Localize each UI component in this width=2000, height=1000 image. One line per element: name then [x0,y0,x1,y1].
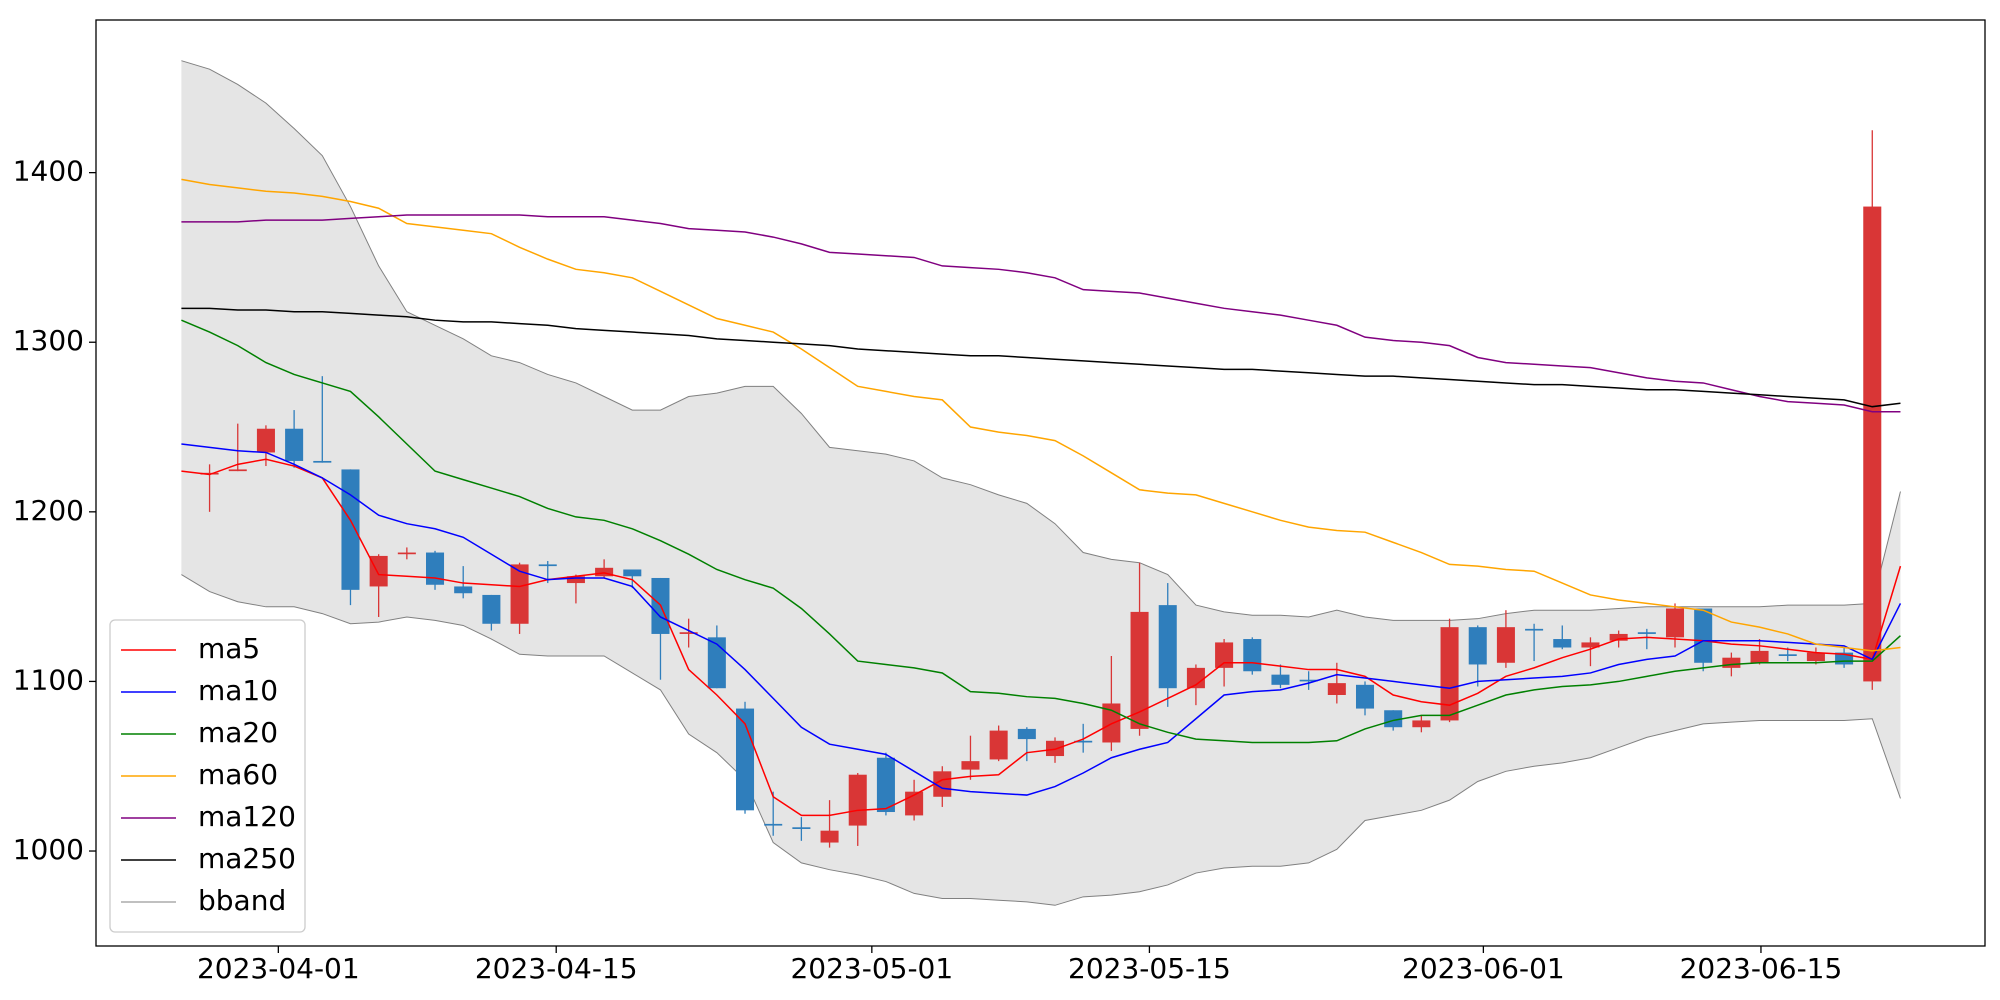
candle-body [792,827,811,829]
candle-body [1412,720,1431,728]
candle-body [820,830,839,843]
candle-body [1327,683,1346,695]
candle-body [369,555,388,587]
candle-body [876,757,895,813]
candle-body [1384,710,1403,728]
candle-body [989,730,1008,760]
ma-line [181,319,1901,744]
candle-body [1074,740,1093,743]
y-tick-label: 1400 [13,155,84,188]
legend-label: ma20 [198,716,278,749]
ma-line [181,214,1901,413]
candle-body [1130,611,1149,729]
ma-line [181,307,1901,408]
candle-body [1271,674,1290,685]
candle-body [1158,605,1177,689]
candle-body [1186,667,1205,689]
candle-body [1750,650,1769,663]
candle-body [341,469,360,590]
x-tick-label: 2023-06-01 [1402,952,1565,985]
candle-body [1694,608,1713,663]
candle-body [961,761,980,770]
candle-body [1045,740,1065,757]
candle-body [228,469,247,472]
candle-body [623,569,642,577]
x-tick-label: 2023-06-15 [1680,952,1843,985]
candle-body [1525,628,1544,631]
ma-line [181,443,1902,796]
x-tick-label: 2023-05-15 [1068,952,1231,985]
axes-frame [95,19,1986,947]
candle-body [679,632,698,634]
candle-body [764,823,783,826]
candle-body [1609,633,1628,641]
legend-box [109,619,306,933]
candle-body [707,637,726,689]
candle-body [200,472,219,475]
candle-body [397,552,416,555]
candle-body [1553,639,1572,648]
legend-label: ma60 [198,758,278,791]
candle-body [933,771,952,797]
candle-body [1215,642,1234,668]
candle-body [1299,679,1318,682]
candle-body [482,594,501,624]
legend-label: bband [198,884,286,917]
legend: ma5 ma10 ma20 ma60 ma120 ma250 bband [109,619,306,933]
candle-body [1778,654,1797,656]
candle-body [595,567,614,577]
candle-body [1835,652,1854,665]
candle-body [1806,652,1825,662]
ma-line [181,178,1901,652]
bband-line [181,60,1901,621]
ma-line [181,458,1902,817]
candle-body [1355,684,1375,709]
candle-body [566,576,585,584]
x-tick-label: 2023-04-15 [475,952,638,985]
candle-body [454,586,473,594]
y-tick-label: 1300 [13,324,84,357]
candle-body [1440,627,1459,721]
y-tick-label: 1100 [13,663,84,696]
y-tick-label: 1200 [13,494,84,527]
candle-body [1017,728,1036,740]
legend-label: ma250 [198,842,296,875]
bband-area [181,60,1901,906]
candle-body [1665,608,1685,638]
plot-area [181,60,1902,906]
candle-body [426,552,445,585]
legend-label: ma10 [198,674,278,707]
candle-body [1496,627,1515,663]
bband-line [181,574,1901,906]
candle-body [1581,642,1600,648]
candle-body [285,428,304,461]
candle-body [538,564,557,567]
legend-label: ma120 [198,800,296,833]
candle-body [256,428,275,453]
y-tick-label: 1000 [13,833,84,866]
candle-body [1722,657,1741,668]
candle-body [510,564,529,624]
x-tick-label: 2023-04-01 [197,952,360,985]
candle-body [1468,627,1487,665]
candle-body [848,774,867,826]
candle-body [1243,639,1262,672]
x-tick-label: 2023-05-01 [790,952,953,985]
candle-body [1863,206,1882,682]
candle-body [313,460,332,463]
legend-label: ma5 [198,632,260,665]
candle-body [1637,632,1656,634]
